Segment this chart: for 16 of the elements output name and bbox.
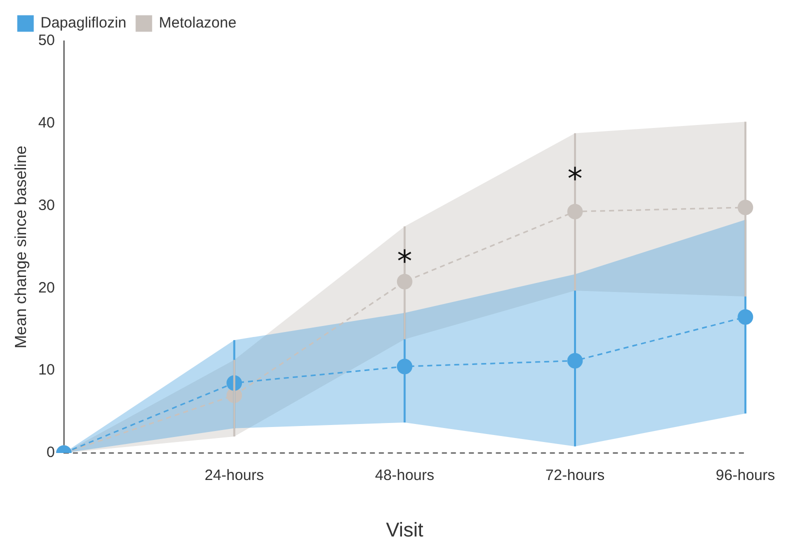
legend-label: Metolazone <box>158 14 236 32</box>
x-tick-label: 96-hours <box>716 467 775 484</box>
y-tick-label: 30 <box>38 196 55 214</box>
y-tick-label: 50 <box>38 32 55 50</box>
x-axis-title: Visit <box>386 520 424 542</box>
y-tick-label: 0 <box>46 444 55 462</box>
x-tick-label: 48-hours <box>375 467 434 484</box>
x-tick-label: 72-hours <box>545 467 605 484</box>
annotation: * <box>568 162 583 197</box>
y-tick-label: 40 <box>38 114 55 132</box>
x-tick-label: 24-hours <box>204 467 264 484</box>
y-tick-label: 10 <box>38 362 55 379</box>
legend-label: Dapagliflozin <box>40 14 126 32</box>
annotation: * <box>397 244 412 280</box>
y-axis-title: Mean change since baseline <box>13 146 30 348</box>
y-tick-label: 20 <box>38 279 55 296</box>
